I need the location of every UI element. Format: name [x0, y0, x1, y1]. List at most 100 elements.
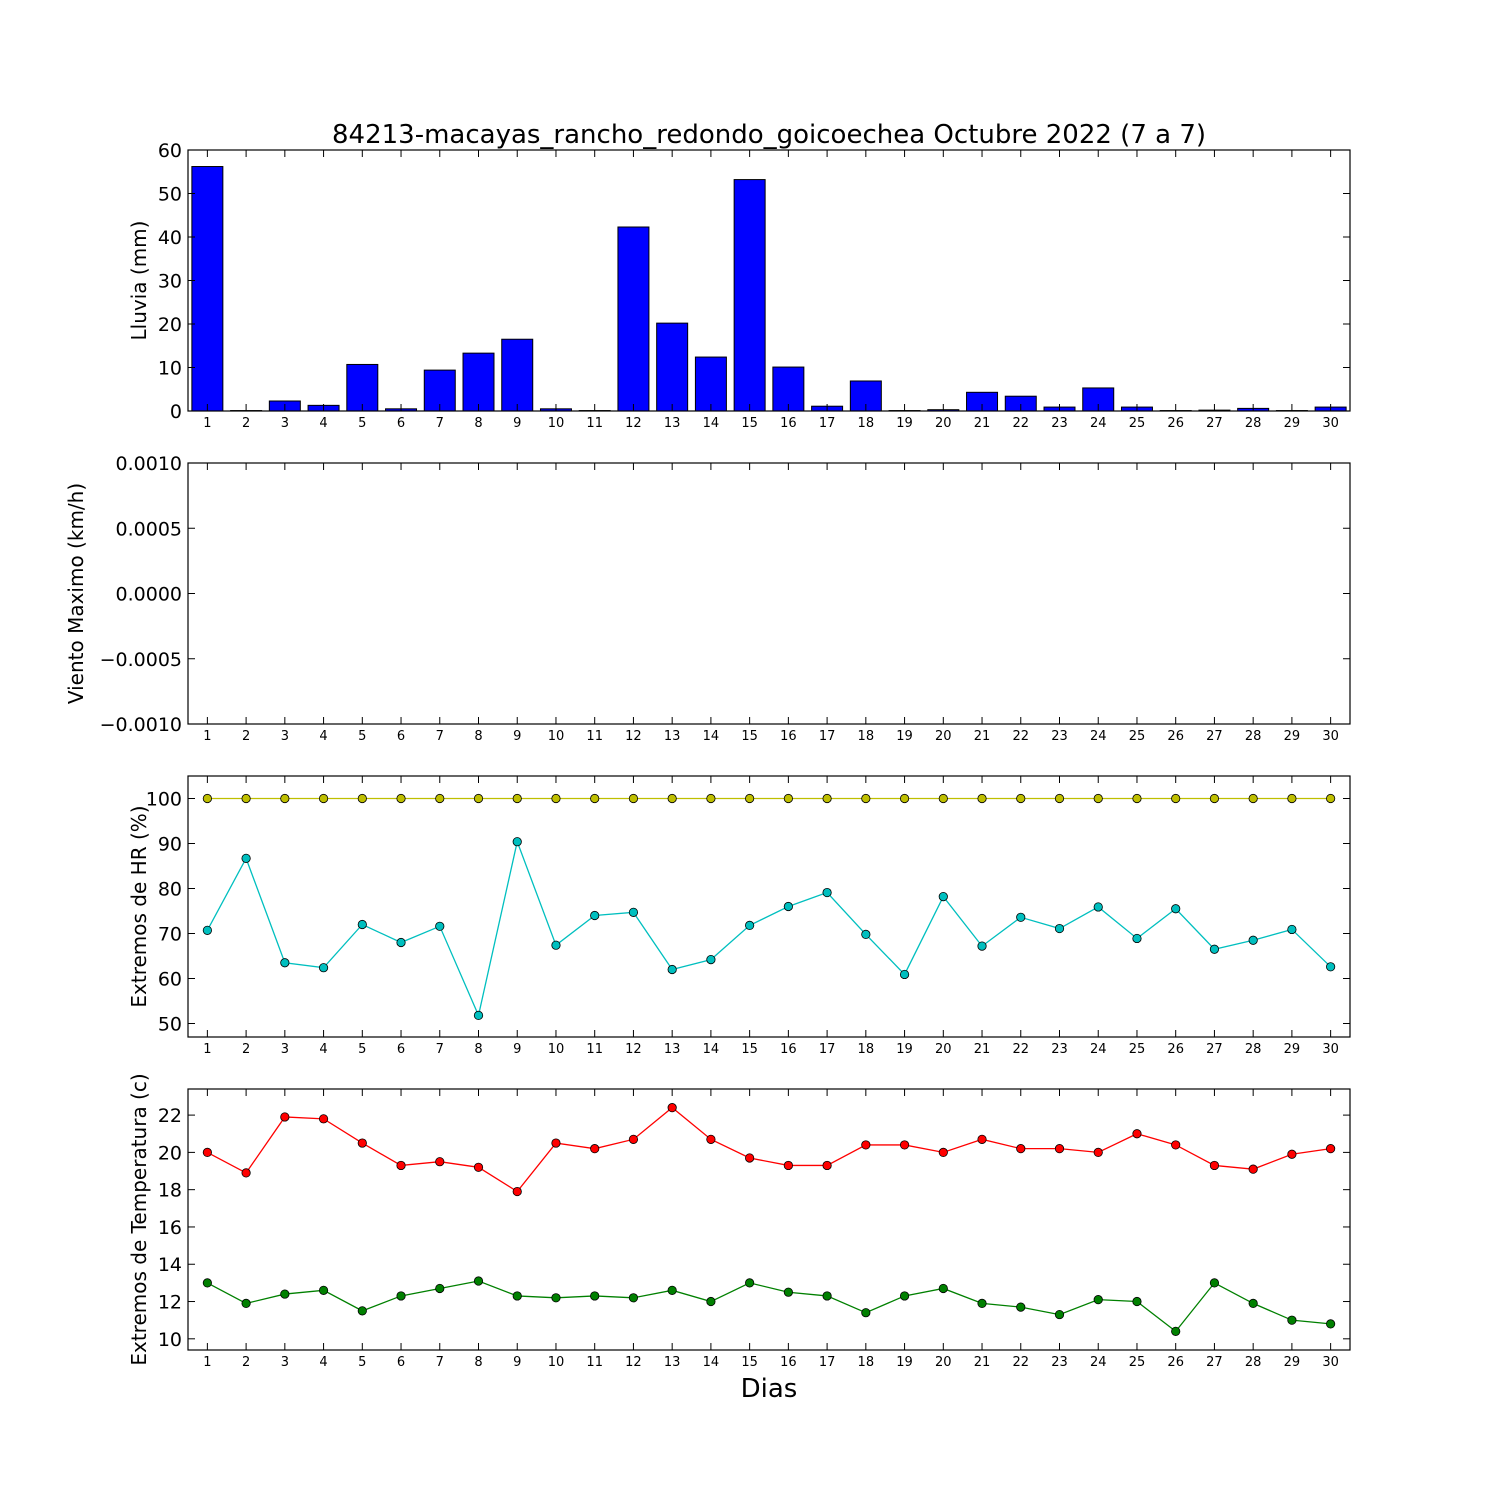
x-tick-label: 30: [1322, 1042, 1339, 1057]
point-s2-day-13: [667, 1285, 677, 1295]
x-tick-label: 1: [203, 729, 211, 744]
point-s1-day-11: [590, 793, 600, 804]
point-s2-day-24: [1093, 902, 1103, 912]
point-s1-day-5: [357, 793, 367, 804]
x-tick-label: 10: [548, 1355, 565, 1370]
x-tick-label: 20: [935, 729, 952, 744]
x-tick-label: 16: [780, 729, 797, 744]
y-tick-label: 20: [158, 314, 182, 336]
x-tick-label: 28: [1245, 416, 1262, 431]
point-s2-day-22: [1016, 1302, 1026, 1312]
point-s2-day-10: [551, 940, 561, 950]
y-tick-label: 100: [146, 789, 182, 811]
point-s2-day-14: [706, 954, 716, 965]
point-s1-day-28: [1248, 1164, 1258, 1174]
point-s2-day-26: [1171, 1326, 1181, 1336]
y-tick-label: 30: [158, 271, 182, 293]
x-tick-label: 19: [896, 416, 913, 431]
point-s1-day-15: [745, 1153, 755, 1163]
x-tick-label: 14: [703, 1355, 720, 1370]
y-tick-label: −0.0005: [100, 649, 182, 671]
bar-day-8: [462, 352, 495, 412]
x-tick-label: 8: [474, 729, 482, 744]
y-tick-label: 0: [170, 401, 182, 423]
x-tick-label: 1: [203, 1355, 211, 1370]
x-tick-label: 9: [513, 416, 521, 431]
point-s1-day-24: [1093, 793, 1103, 804]
point-s1-day-4: [318, 793, 329, 804]
point-s1-day-25: [1132, 793, 1142, 804]
point-s2-day-15: [745, 1278, 755, 1288]
point-s2-day-9: [512, 1291, 522, 1301]
x-tick-label: 21: [974, 1042, 991, 1057]
point-s2-day-11: [590, 910, 600, 921]
point-s1-day-5: [357, 1138, 367, 1148]
point-s1-day-21: [977, 793, 987, 804]
x-tick-label: 30: [1322, 729, 1339, 744]
x-tick-label: 17: [819, 416, 836, 431]
x-tick-label: 30: [1322, 1355, 1339, 1370]
point-s1-day-10: [551, 793, 561, 804]
series-line-2: [207, 1280, 1331, 1333]
point-s2-day-5: [357, 919, 367, 930]
x-tick-label: 24: [1090, 1042, 1107, 1057]
point-s1-day-30: [1326, 1144, 1336, 1154]
point-s2-day-16: [783, 1287, 793, 1297]
point-s2-day-17: [822, 887, 832, 898]
x-tick-label: 13: [664, 1042, 681, 1057]
x-tick-label: 10: [548, 1042, 565, 1057]
point-s2-day-27: [1209, 1278, 1220, 1288]
x-tick-label: 7: [436, 1042, 444, 1057]
point-s1-day-6: [396, 1160, 406, 1171]
point-s2-day-28: [1248, 935, 1258, 945]
x-tick-label: 5: [358, 1042, 366, 1057]
x-tick-label: 14: [703, 416, 720, 431]
point-s1-day-13: [667, 793, 677, 804]
point-s1-day-4: [318, 1114, 329, 1124]
point-s2-day-3: [280, 1289, 290, 1299]
x-tick-label: 10: [548, 729, 565, 744]
point-s1-day-10: [551, 1138, 561, 1148]
point-s1-day-1: [202, 793, 212, 804]
x-tick-label: 1: [203, 416, 211, 431]
point-s1-day-25: [1132, 1129, 1142, 1139]
point-s2-day-7: [435, 921, 445, 931]
point-s1-day-12: [628, 1134, 639, 1144]
plot-area: [188, 463, 1350, 724]
point-s1-day-9: [512, 1186, 522, 1197]
bar-day-5: [346, 363, 379, 412]
x-tick-label: 8: [474, 1355, 482, 1370]
point-s2-day-19: [899, 969, 910, 980]
bar-day-12: [617, 226, 650, 412]
x-tick-label: 8: [474, 1042, 482, 1057]
bar-day-14: [694, 356, 727, 412]
x-axis-label: Dias: [741, 1374, 798, 1404]
x-tick-label: 12: [625, 416, 642, 431]
point-s1-day-21: [977, 1134, 987, 1144]
bar-day-1: [191, 166, 224, 412]
x-tick-label: 27: [1206, 416, 1223, 431]
point-s1-day-27: [1209, 793, 1220, 804]
point-s2-day-1: [202, 1278, 212, 1288]
x-tick-label: 12: [625, 1355, 642, 1370]
plot-area: [188, 776, 1350, 1037]
x-tick-label: 12: [625, 729, 642, 744]
x-tick-label: 2: [242, 729, 250, 744]
x-tick-label: 8: [474, 416, 482, 431]
y-axis-label: Lluvia (mm): [127, 221, 151, 341]
x-tick-label: 16: [780, 1355, 797, 1370]
x-tick-label: 22: [1012, 729, 1029, 744]
point-s1-day-16: [783, 793, 793, 804]
point-s2-day-7: [435, 1283, 445, 1294]
y-axis-label: Extremos de Temperatura (c): [127, 1073, 151, 1365]
point-s1-day-15: [745, 793, 755, 804]
x-tick-label: 7: [436, 1355, 444, 1370]
point-s1-day-29: [1287, 793, 1297, 804]
x-tick-label: 17: [819, 729, 836, 744]
y-tick-label: 10: [158, 358, 182, 380]
point-s1-day-12: [628, 793, 639, 804]
x-tick-label: 26: [1167, 1042, 1184, 1057]
point-s2-day-18: [861, 929, 871, 940]
